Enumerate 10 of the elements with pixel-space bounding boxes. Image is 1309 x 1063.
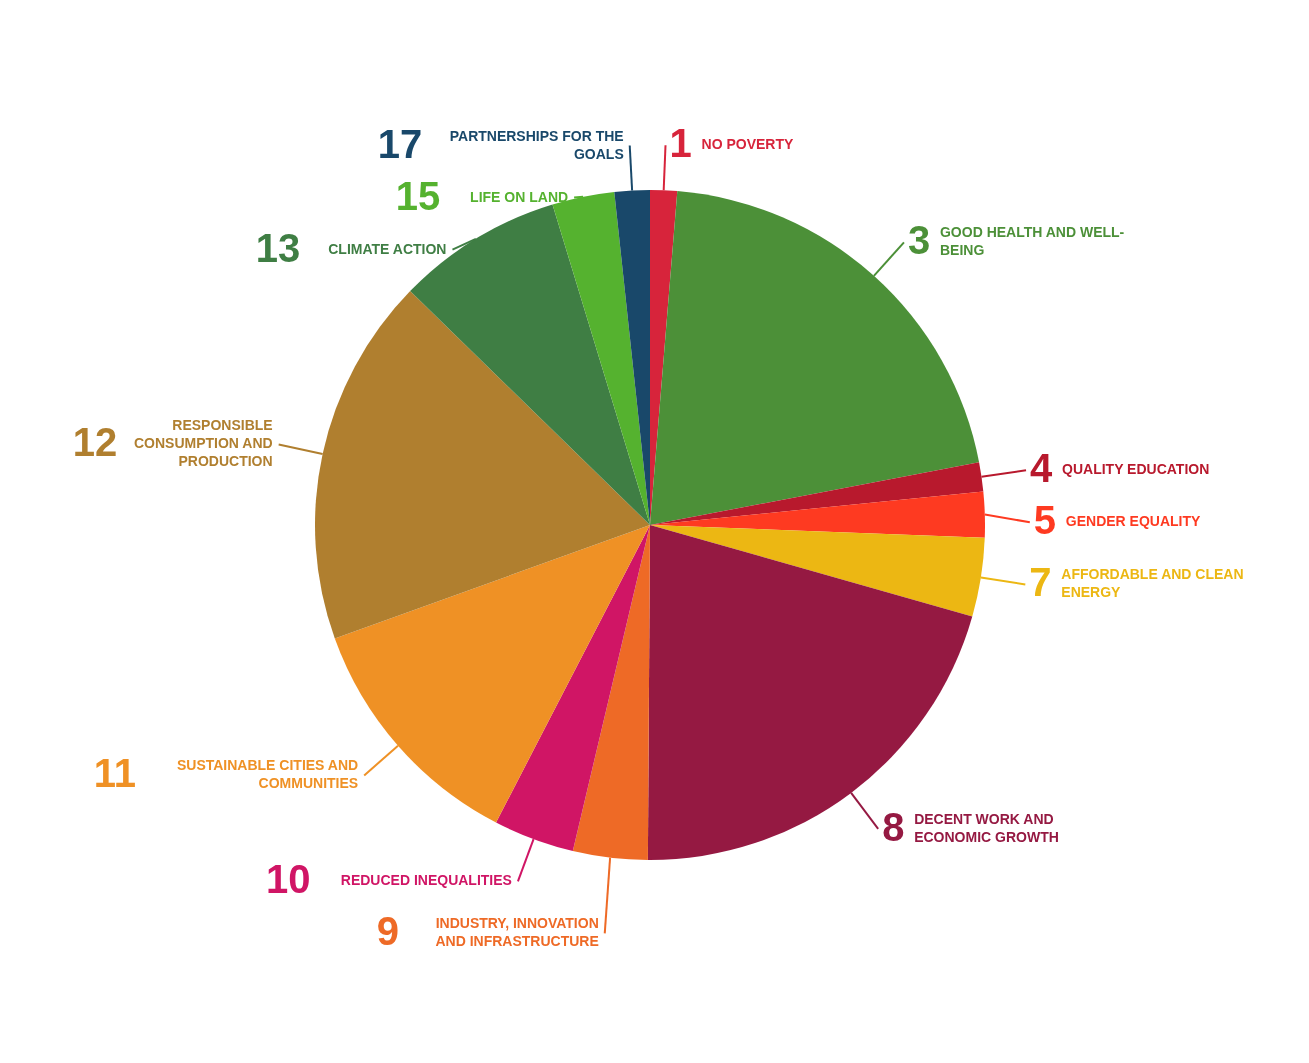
category-label: 17 PARTNERSHIPS FOR THE GOALS <box>377 121 624 166</box>
category-label: 15 LIFE ON LAND <box>395 173 569 218</box>
category-label: 4 QUALITY EDUCATION <box>1030 446 1210 491</box>
category-label: 10 REDUCED INEQUALITIES <box>265 857 512 902</box>
category-label: 9 INDUSTRY, INNOVATION AND INFRASTRUCTURE <box>376 909 599 954</box>
category-label: 5 GENDER EQUALITY <box>1033 498 1201 543</box>
category-label: 11 SUSTAINABLE CITIES AND COMMUNITIES <box>93 751 359 796</box>
category-label: 12 RESPONSIBLE CONSUMPTION AND PRODUCTION <box>72 417 273 470</box>
category-label: 1 NO POVERTY <box>669 121 794 166</box>
category-label: 13 CLIMATE ACTION <box>255 225 447 270</box>
